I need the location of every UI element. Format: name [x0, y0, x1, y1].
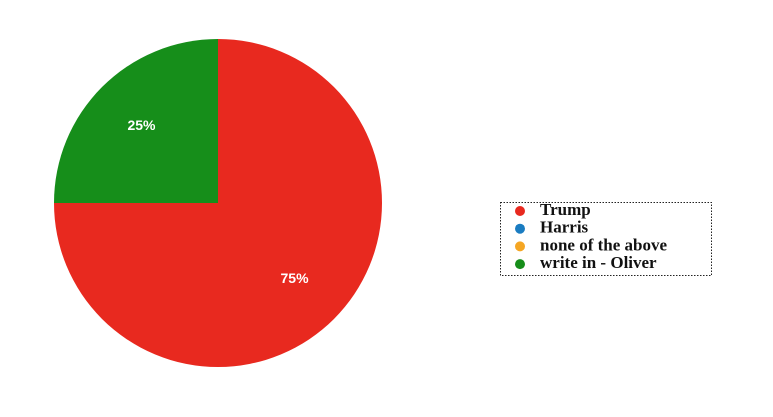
- slice-label: 75%: [281, 270, 310, 286]
- pie-slice: [54, 39, 218, 203]
- legend-box: [500, 202, 712, 276]
- legend-label: none of the above: [540, 235, 667, 254]
- legend-marker: [515, 241, 525, 252]
- legend-marker: [515, 223, 525, 234]
- legend-label: Harris: [540, 218, 589, 237]
- legend-marker: [515, 259, 525, 270]
- slice-label: 25%: [127, 117, 156, 133]
- legend-marker: [515, 206, 525, 216]
- legend-label: Trump: [540, 200, 591, 219]
- legend-label: write in - Oliver: [540, 253, 657, 272]
